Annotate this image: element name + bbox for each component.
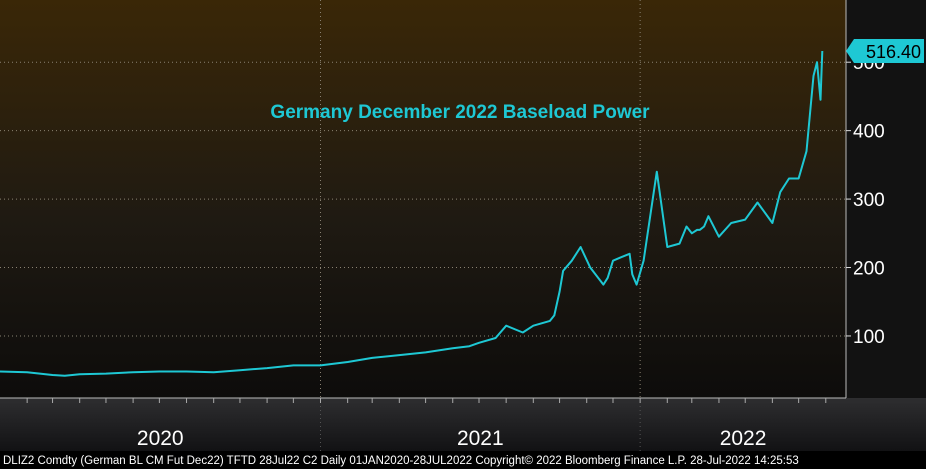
y-tick-label-200: 200 (853, 259, 885, 280)
chart-footer: DLIZ2 Comdty (German BL CM Fut Dec22) TF… (3, 455, 799, 467)
last-value-label: 516.40 (866, 42, 921, 62)
last-value-tag (846, 38, 924, 63)
plot-area (0, 0, 846, 398)
x-tick-label-2022: 2022 (720, 427, 767, 450)
chart-title: Germany December 2022 Baseload Power (270, 102, 650, 123)
series-line (0, 50, 824, 377)
y-tick-label-100: 100 (853, 327, 885, 348)
y-tick-label-400: 400 (853, 122, 885, 143)
x-axis-panel (0, 398, 926, 451)
x-axis-ticks: 2020 2021 2022 (26, 398, 827, 451)
y-axis-panel (846, 0, 926, 398)
y-tick-label-300: 300 (853, 190, 885, 211)
grid (0, 0, 846, 398)
x-tick-label-2020: 2020 (137, 427, 184, 450)
last-value-marker: 516.40 (846, 38, 924, 63)
x-tick-label-2021: 2021 (457, 427, 504, 450)
